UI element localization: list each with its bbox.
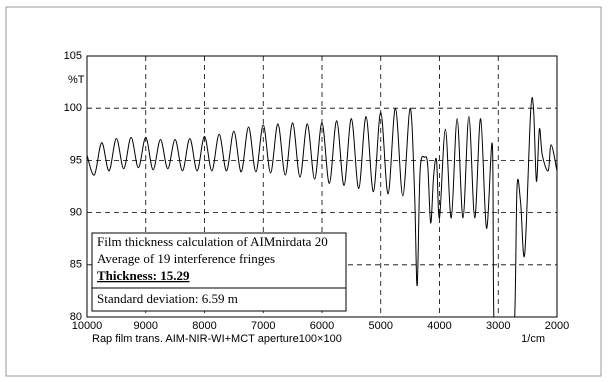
- x-tick-label: 6000: [310, 320, 334, 332]
- y-tick-label: 85: [70, 259, 82, 271]
- annotation: Film thickness calculation of AIMnirdata…: [97, 234, 328, 249]
- x-tick-label: 2000: [545, 320, 569, 332]
- outer-frame: [5, 6, 602, 377]
- x-tick-label: 10000: [72, 320, 103, 332]
- spectrum-line: [87, 96, 557, 317]
- x-tick-label: 8000: [192, 320, 216, 332]
- x-tick-label: 3000: [486, 320, 510, 332]
- annotation: Thickness: 15.29: [97, 268, 190, 283]
- x-tick-label: 4000: [427, 320, 451, 332]
- y-axis-label: %T: [68, 74, 85, 86]
- x-tick-label: 9000: [134, 320, 158, 332]
- x-unit: 1/cm: [521, 333, 545, 345]
- x-tick-label: 7000: [251, 320, 275, 332]
- annotation: Standard deviation: 6.59 m: [97, 291, 238, 306]
- y-tick-label: 100: [64, 102, 82, 114]
- x-tick-label: 5000: [369, 320, 393, 332]
- y-tick-label: 90: [70, 207, 82, 219]
- y-tick-label: 80: [70, 311, 82, 323]
- plot-frame: [86, 55, 558, 318]
- y-tick-label: 95: [70, 154, 82, 166]
- x-axis-label: Rap film trans. AIM-NIR-WI+MCT aperture1…: [92, 333, 342, 345]
- annotation: Average of 19 interference fringes: [97, 251, 275, 266]
- annotation-box: [91, 232, 347, 312]
- y-tick-label: 105: [64, 50, 82, 62]
